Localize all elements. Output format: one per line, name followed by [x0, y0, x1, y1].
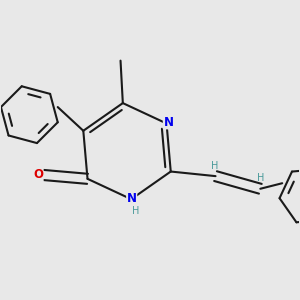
Text: H: H — [132, 206, 140, 216]
Text: H: H — [257, 173, 265, 183]
Text: O: O — [33, 169, 43, 182]
Text: N: N — [127, 192, 137, 205]
Text: H: H — [211, 161, 218, 171]
Text: N: N — [164, 116, 173, 129]
